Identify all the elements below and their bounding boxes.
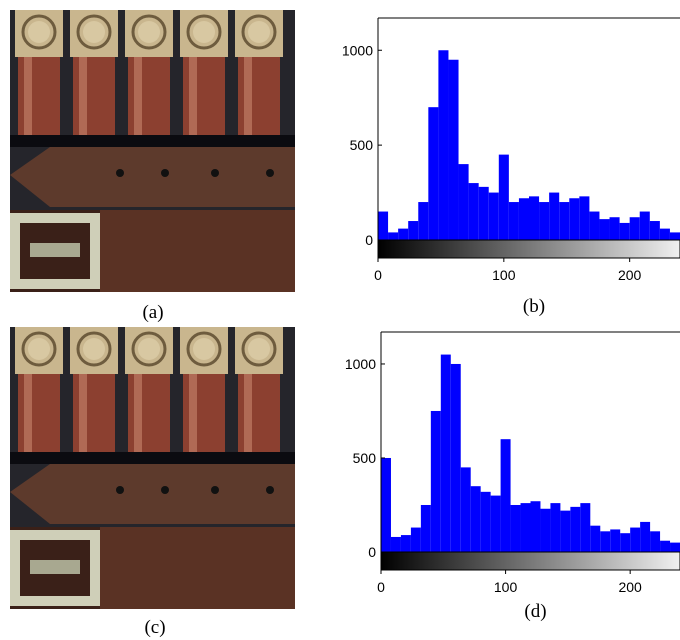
bar: [650, 531, 661, 552]
bar: [539, 202, 550, 240]
bar: [478, 186, 489, 240]
bar: [529, 196, 540, 240]
bar: [570, 506, 581, 552]
bar: [450, 363, 461, 552]
bar: [590, 525, 601, 552]
caption: (b): [523, 296, 545, 317]
bar: [549, 192, 560, 240]
bar: [498, 154, 509, 240]
bar: [620, 533, 631, 552]
caption: (a): [142, 302, 163, 323]
bar: [378, 211, 389, 240]
bar: [518, 198, 529, 240]
bar: [559, 202, 570, 240]
bar: [388, 232, 399, 240]
y-tick-label: 1000: [345, 356, 376, 372]
colorbar: [380, 551, 680, 571]
caption: (d): [524, 601, 546, 622]
bar: [448, 59, 459, 240]
bar: [520, 503, 531, 552]
bar: [510, 504, 521, 552]
x-tick-label: 200: [618, 267, 642, 283]
y-tick-label: 500: [350, 137, 374, 153]
bar: [619, 222, 630, 240]
bar: [488, 192, 499, 240]
bar: [410, 527, 421, 552]
bar: [580, 503, 591, 552]
bar: [649, 221, 660, 240]
bar: [468, 183, 479, 240]
bar: [500, 439, 511, 552]
bar: [418, 202, 429, 240]
x-tick-label: 0: [374, 267, 382, 283]
bar: [460, 467, 471, 552]
y-tick-label: 500: [353, 450, 377, 466]
bar: [670, 542, 680, 552]
bar: [560, 510, 571, 552]
bar: [640, 521, 651, 552]
bar: [600, 531, 611, 552]
bar: [420, 504, 431, 552]
x-tick-label: 0: [377, 579, 385, 595]
x-tick-label: 100: [494, 579, 518, 595]
bar: [589, 211, 600, 240]
bar: [579, 196, 590, 240]
bar: [639, 211, 650, 240]
bar: [659, 228, 670, 240]
bar: [669, 232, 680, 240]
bar: [390, 536, 401, 552]
photo-a: [10, 10, 295, 292]
bar: [408, 221, 419, 240]
colorbar: [377, 239, 680, 259]
bar: [630, 527, 641, 552]
bar: [438, 50, 449, 240]
bar: [398, 228, 409, 240]
y-tick-label: 0: [368, 544, 376, 560]
y-tick-label: 0: [365, 232, 373, 248]
photo-c: [10, 327, 295, 609]
caption: (c): [144, 617, 165, 638]
bar: [610, 529, 621, 552]
x-tick-label: 200: [618, 579, 642, 595]
bar: [458, 164, 469, 240]
y-tick-label: 1000: [342, 42, 373, 58]
bar: [428, 107, 439, 240]
bar: [508, 202, 519, 240]
bar: [470, 486, 481, 552]
bar: [550, 503, 561, 552]
bar: [381, 457, 391, 552]
bar: [400, 535, 411, 552]
bar: [440, 354, 451, 552]
bar: [569, 198, 580, 240]
bar: [540, 508, 551, 552]
bar: [530, 501, 541, 552]
bar: [480, 491, 491, 552]
bar: [599, 219, 610, 240]
x-tick-label: 100: [492, 267, 516, 283]
bar: [430, 410, 441, 552]
bar: [490, 495, 501, 552]
bar: [629, 217, 640, 240]
bar: [660, 540, 671, 552]
bar: [609, 217, 620, 240]
